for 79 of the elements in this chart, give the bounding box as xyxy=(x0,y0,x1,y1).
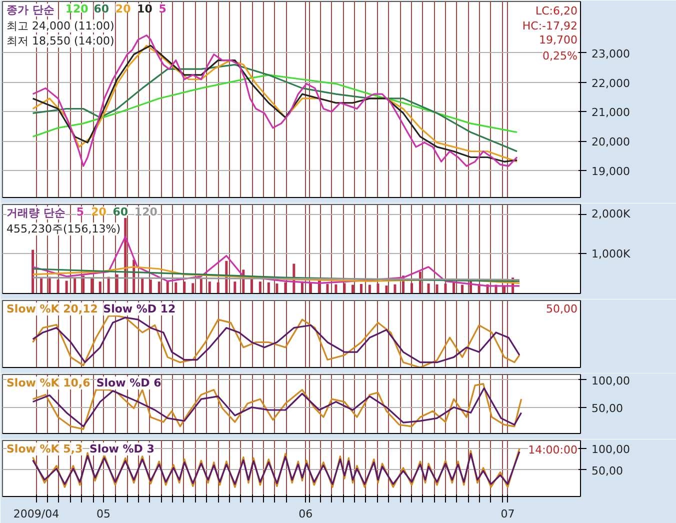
y-tick-label: 50,00 xyxy=(592,464,623,478)
bar xyxy=(90,278,94,294)
x-tick-label: 07 xyxy=(500,508,515,520)
bar xyxy=(65,280,68,294)
y-tick-label: 100,00 xyxy=(592,374,630,388)
bar xyxy=(436,284,438,294)
x-tick-label: 2009/04 xyxy=(13,508,60,520)
bar xyxy=(368,284,371,294)
text: 10 xyxy=(137,2,153,16)
bar xyxy=(385,286,388,294)
y-tick-label: 21,000 xyxy=(592,106,630,120)
bar xyxy=(183,282,186,294)
text: 5 xyxy=(76,206,84,218)
bar xyxy=(174,282,178,294)
text: 20 xyxy=(115,2,132,16)
annotation: 최고 24,000 (11:00) xyxy=(6,20,114,32)
bar xyxy=(394,284,396,294)
bar xyxy=(360,284,362,294)
y-tick-label: 22,000 xyxy=(592,76,630,90)
bar xyxy=(452,282,456,294)
bar xyxy=(82,276,85,294)
bar xyxy=(216,282,220,294)
annotation: LC:6,20 xyxy=(535,4,578,18)
bar xyxy=(410,283,413,294)
bar xyxy=(32,250,34,294)
y-tick-label: 20,000 xyxy=(592,136,630,149)
bar xyxy=(276,284,278,294)
annotation: HC:-17,92 xyxy=(522,20,578,32)
bar xyxy=(200,278,202,294)
bar xyxy=(258,282,262,294)
y-tick-label: 1,000K xyxy=(592,247,631,260)
y-tick-label: 2,000K xyxy=(592,208,631,221)
bar xyxy=(343,283,346,294)
bar xyxy=(40,278,43,294)
x-tick-label: 06 xyxy=(298,508,313,520)
series-label: Slow %K 5,3 xyxy=(6,442,83,456)
legend-title: 거래량 단순 xyxy=(6,206,66,220)
series-label: Slow %D 6 xyxy=(96,376,162,390)
text: 120 xyxy=(65,2,89,16)
text: 120 xyxy=(134,206,158,218)
bar xyxy=(149,280,152,294)
bar xyxy=(74,278,76,294)
bar xyxy=(326,284,329,294)
series-label: Slow %K 20,12 xyxy=(6,302,98,316)
annotation: 최저 18,550 (14:00) xyxy=(6,34,114,48)
text: 20 xyxy=(91,206,107,218)
bar xyxy=(56,280,60,294)
y-tick-label: 23,000 xyxy=(592,47,630,60)
bar xyxy=(334,284,338,294)
annotation: 0,25% xyxy=(542,50,578,62)
annotation: 19,700 xyxy=(539,34,578,46)
annotation: 14:00:00 xyxy=(528,444,578,456)
bar xyxy=(309,283,312,294)
line-series xyxy=(32,236,520,287)
bar xyxy=(158,282,160,294)
series-label: Slow %K 10,6 xyxy=(6,376,91,390)
series-label: Slow %D 3 xyxy=(90,442,154,456)
bar xyxy=(192,283,194,294)
bar xyxy=(427,284,430,294)
x-tick-label: 05 xyxy=(96,508,111,520)
text: 50,00 xyxy=(546,302,578,316)
annotation: 455,230주(156,13%) xyxy=(6,222,121,236)
line-series xyxy=(32,64,518,152)
bar xyxy=(98,282,102,294)
bar xyxy=(208,282,211,294)
series-label: Slow %D 12 xyxy=(103,302,176,316)
bar xyxy=(461,284,464,294)
text: 60 xyxy=(94,2,110,16)
bar xyxy=(284,282,287,294)
bar xyxy=(234,282,236,294)
y-tick-label: 100,00 xyxy=(592,443,630,456)
line-series xyxy=(32,74,518,138)
bar xyxy=(267,282,270,294)
y-tick-label: 19,000 xyxy=(592,164,630,178)
text: 60 xyxy=(112,206,128,218)
legend-title: 종가 단순 xyxy=(6,4,54,16)
y-tick-label: 50,00 xyxy=(592,402,623,415)
text: 5 xyxy=(158,2,166,16)
bar xyxy=(351,284,354,294)
